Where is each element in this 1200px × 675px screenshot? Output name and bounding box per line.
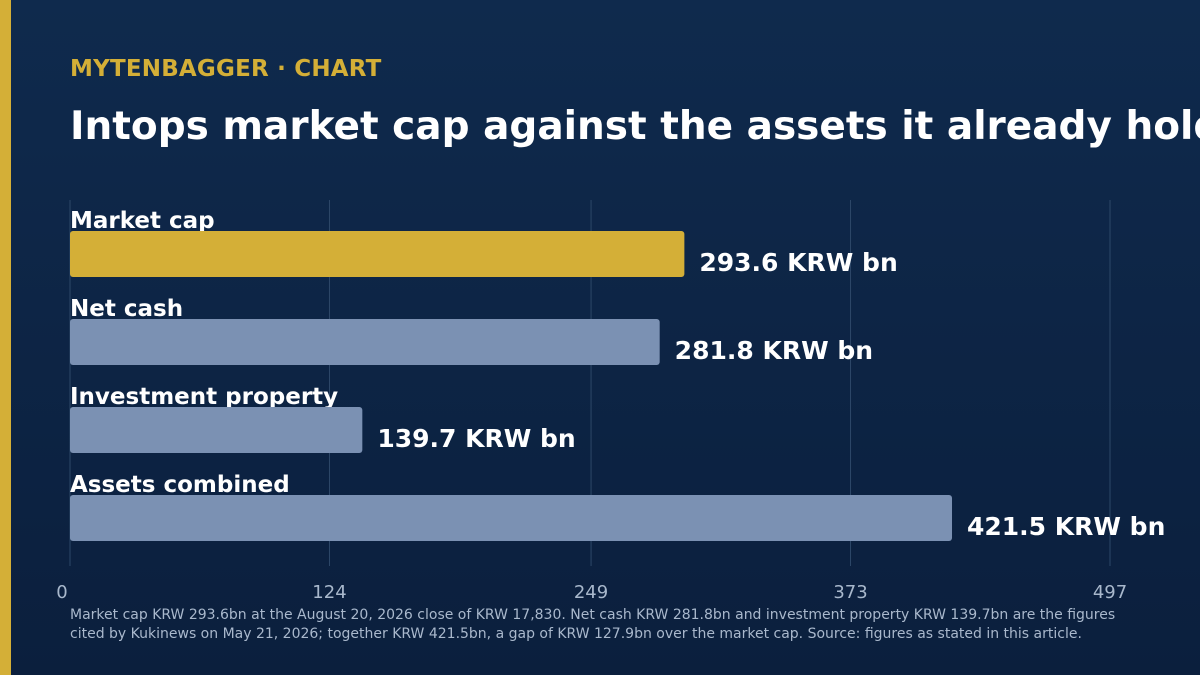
x-tick-label: 249 [574, 582, 608, 603]
bar [70, 407, 363, 453]
value-label: 421.5 KRW bn [967, 512, 1165, 541]
value-label: 293.6 KRW bn [699, 248, 897, 277]
bar [70, 495, 953, 541]
category-label: Investment property [70, 384, 338, 410]
chart-title: Intops market cap against the assets it … [70, 104, 1200, 149]
category-label: Assets combined [70, 472, 290, 498]
x-tick-label: 497 [1093, 582, 1127, 603]
footnote: Market cap KRW 293.6bn at the August 20,… [70, 607, 1116, 642]
bar [70, 319, 660, 365]
x-tick-label: 0 [56, 582, 67, 603]
x-tick-label: 373 [833, 582, 867, 603]
kicker-label: MYTENBAGGER · CHART [70, 56, 382, 82]
bar [70, 231, 685, 277]
category-label: Market cap [70, 208, 215, 234]
category-label: Net cash [70, 296, 183, 322]
x-tick-label: 124 [312, 582, 346, 603]
value-label: 139.7 KRW bn [377, 424, 575, 453]
value-label: 281.8 KRW bn [675, 336, 873, 365]
accent-stripe [0, 0, 11, 675]
